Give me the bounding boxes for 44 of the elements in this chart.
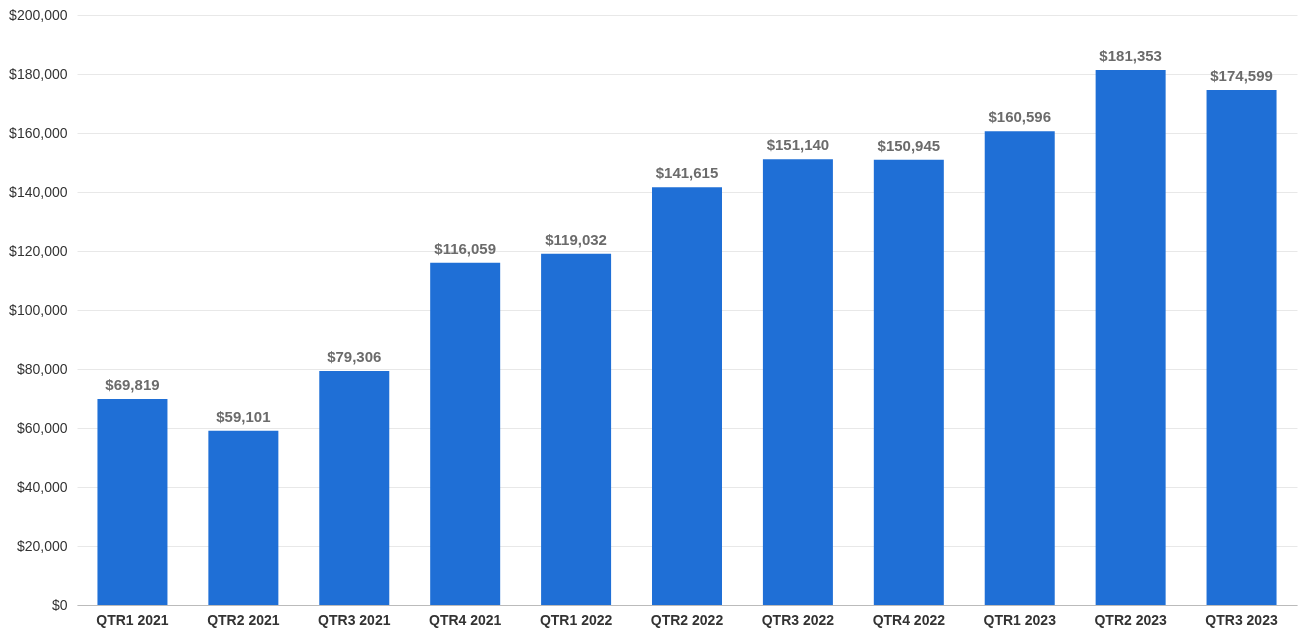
bar <box>319 371 390 605</box>
bar <box>1206 89 1277 605</box>
x-tick-label: QTR3 2021 <box>318 611 391 628</box>
x-tick-label: QTR2 2023 <box>1094 611 1168 628</box>
x-tick-label: QTR1 2021 <box>96 611 169 628</box>
data-label: $160,596 <box>988 108 1052 126</box>
data-label: $174,599 <box>1210 66 1273 84</box>
bar <box>873 159 944 605</box>
bar <box>984 131 1055 605</box>
data-label: $59,101 <box>216 407 271 425</box>
y-tick-label: $180,000 <box>9 65 68 82</box>
data-label: $150,945 <box>877 136 941 154</box>
bar <box>97 399 168 605</box>
y-tick-label: $40,000 <box>16 478 68 495</box>
x-tick-label: QTR4 2021 <box>428 611 502 628</box>
y-tick-label: $80,000 <box>16 360 68 377</box>
y-tick-label: $100,000 <box>9 301 68 318</box>
x-tick-label: QTR1 2023 <box>983 611 1057 628</box>
data-label: $116,059 <box>434 239 497 257</box>
bar <box>430 262 501 605</box>
bar <box>208 430 279 605</box>
data-label: $69,819 <box>105 376 160 394</box>
data-label: $181,353 <box>1099 47 1162 65</box>
x-tick-label: QTR3 2022 <box>761 611 835 628</box>
data-label: $141,615 <box>655 164 719 182</box>
y-tick-label: $160,000 <box>9 124 68 141</box>
bar <box>541 253 612 605</box>
y-tick-label: $200,000 <box>9 6 68 23</box>
x-tick-label: QTR2 2021 <box>207 611 280 628</box>
x-tick-label: QTR3 2023 <box>1205 611 1278 628</box>
y-tick-label: $60,000 <box>16 419 68 436</box>
bar <box>1095 70 1166 605</box>
data-label: $151,140 <box>766 136 830 154</box>
y-tick-label: $0 <box>51 596 68 613</box>
bar <box>762 159 833 605</box>
data-label: $119,032 <box>545 230 607 248</box>
x-tick-label: QTR1 2022 <box>539 611 613 628</box>
x-tick-label: QTR4 2022 <box>872 611 946 628</box>
bar <box>652 187 722 605</box>
y-tick-label: $120,000 <box>9 242 68 259</box>
y-tick-label: $140,000 <box>9 183 68 200</box>
x-tick-label: QTR2 2022 <box>650 611 724 628</box>
data-label: $79,306 <box>327 348 382 366</box>
y-tick-label: $20,000 <box>16 537 68 554</box>
